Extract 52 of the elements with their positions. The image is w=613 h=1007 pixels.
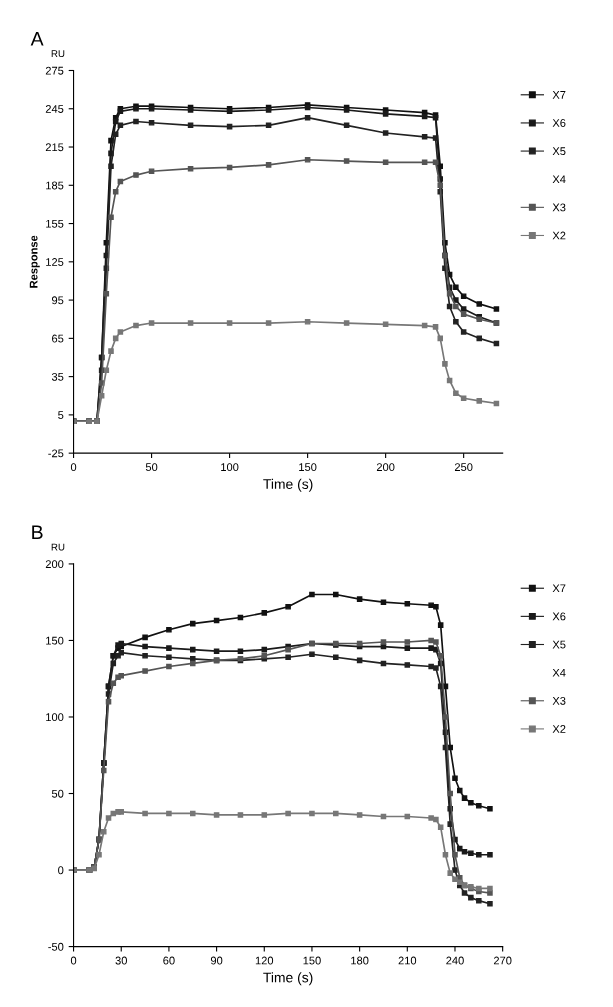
- x-tick-label: 50: [145, 463, 158, 472]
- chart-title: B: [32, 525, 43, 539]
- text: X4: [552, 175, 566, 184]
- x-axis-title: Time (s): [263, 478, 313, 492]
- legend-label: X2: [552, 231, 566, 240]
- text: RU: [51, 543, 65, 551]
- x-tick-label: 0: [70, 463, 77, 472]
- y-tick-label: -50: [48, 942, 64, 951]
- x-tick-label: 150: [299, 463, 317, 472]
- y-tick-label: 0: [58, 866, 64, 875]
- legend-label: X6: [552, 119, 566, 127]
- x-tick-label: 150: [303, 956, 321, 965]
- legend-label: X3: [552, 203, 566, 212]
- x-tick-label: 0: [70, 956, 77, 965]
- text: X4: [552, 668, 566, 677]
- y-tick-label: 245: [45, 105, 64, 113]
- y-axis-title: Response: [29, 235, 40, 288]
- x-tick-label: 30: [115, 956, 127, 965]
- y-tick-label: 5: [58, 411, 64, 420]
- legend-label: X5: [552, 640, 566, 649]
- y-tick-label: 65: [52, 334, 64, 343]
- legend-label: X7: [552, 584, 566, 593]
- y-tick-label: 100: [46, 713, 64, 722]
- text: RU: [51, 50, 65, 58]
- legend-label: X2: [552, 725, 566, 733]
- y-tick-label: 50: [51, 789, 64, 798]
- x-tick-label: 180: [351, 956, 369, 965]
- y-tick-label: 155: [46, 219, 64, 228]
- y-tick-label: 35: [51, 372, 64, 381]
- x-tick-label: 210: [398, 956, 417, 965]
- y-tick-label: 185: [46, 181, 64, 190]
- chart-title: A: [30, 32, 44, 46]
- legend-label: X6: [552, 612, 566, 621]
- x-tick-label: 90: [210, 956, 223, 965]
- legend-label: X5: [552, 147, 566, 156]
- x-tick-label: 100: [221, 463, 239, 472]
- y-tick-label: 125: [46, 258, 64, 266]
- x-tick-label: 250: [454, 463, 473, 472]
- y-tick-label: 95: [52, 296, 64, 305]
- x-axis-title: Time (s): [263, 972, 313, 986]
- x-tick-label: 270: [493, 956, 512, 965]
- x-tick-label: 60: [163, 956, 175, 965]
- y-tick-label: 215: [45, 143, 64, 152]
- x-tick-label: 120: [255, 956, 274, 965]
- y-tick-label: -25: [48, 449, 64, 458]
- x-tick-label: 240: [446, 956, 464, 965]
- legend-label: X3: [552, 696, 566, 705]
- y-tick-label: 200: [45, 560, 64, 569]
- y-tick-label: 150: [46, 636, 64, 645]
- legend-label: X7: [552, 91, 566, 99]
- y-tick-label: 275: [45, 66, 64, 75]
- x-tick-label: 200: [376, 463, 395, 472]
